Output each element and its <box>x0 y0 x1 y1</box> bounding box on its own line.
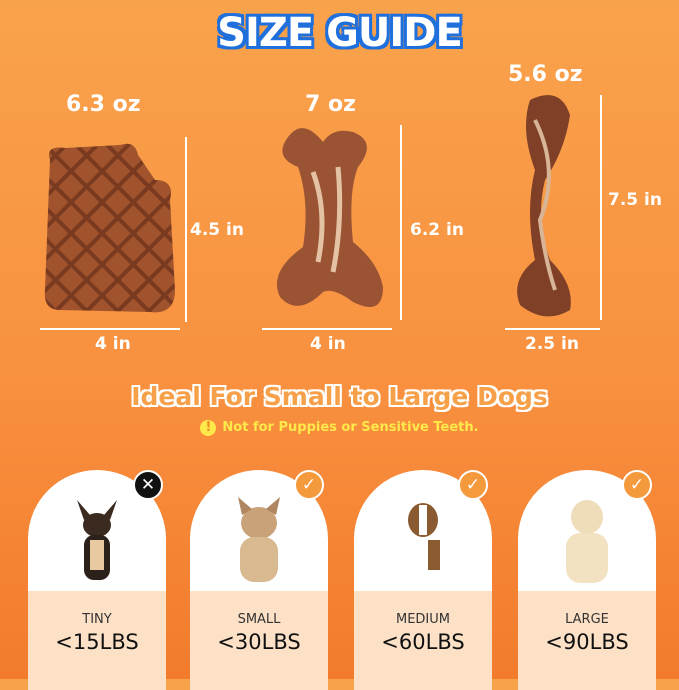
product-weight: 5.6 oz <box>508 62 583 87</box>
dog-weight-limit: <30LBS <box>217 630 301 654</box>
dog-size-label: LARGE <box>565 612 609 627</box>
dog-size-label: MEDIUM <box>395 612 450 627</box>
check-icon: ✓ <box>458 470 488 500</box>
check-icon: ✓ <box>294 470 324 500</box>
waffle-chew-image <box>44 143 175 313</box>
twist-chew-image <box>517 95 571 317</box>
french-bulldog-image <box>238 497 280 582</box>
product-height: 7.5 in <box>608 190 662 210</box>
dog-weight-limit: <90LBS <box>545 630 629 654</box>
product-width: 2.5 in <box>525 334 579 354</box>
dog-size-label: SMALL <box>237 612 281 627</box>
dog-size-card-tiny: TINY <15LBS <box>28 470 166 690</box>
dog-weight-limit: <60LBS <box>381 630 465 654</box>
dog-weight-limit: <15LBS <box>55 630 139 654</box>
exclamation-icon: ! <box>200 420 217 436</box>
chihuahua-image <box>77 500 117 580</box>
warning-note: ! Not for Puppies or Sensitive Teeth. <box>0 420 679 436</box>
page-title: SIZE GUIDE <box>216 9 465 58</box>
product-weight: 7 oz <box>305 92 356 117</box>
product-weight: 6.3 oz <box>66 92 141 117</box>
beagle-image <box>406 503 440 582</box>
product-height: 4.5 in <box>190 220 244 240</box>
subtitle: Ideal For Small to Large Dogs <box>130 381 548 412</box>
bone-chew-image <box>276 128 383 307</box>
dog-size-card-large: LARGE <90LBS <box>518 470 656 690</box>
dog-size-card-medium: MEDIUM <60LBS <box>354 470 492 690</box>
dog-size-label: TINY <box>82 612 112 627</box>
check-icon: ✓ <box>622 470 652 500</box>
x-icon: ✕ <box>133 470 163 500</box>
dog-size-card-small: SMALL <30LBS <box>190 470 328 690</box>
product-height: 6.2 in <box>410 220 464 240</box>
product-width: 4 in <box>95 334 131 354</box>
product-width: 4 in <box>310 334 346 354</box>
labrador-image <box>566 500 608 583</box>
